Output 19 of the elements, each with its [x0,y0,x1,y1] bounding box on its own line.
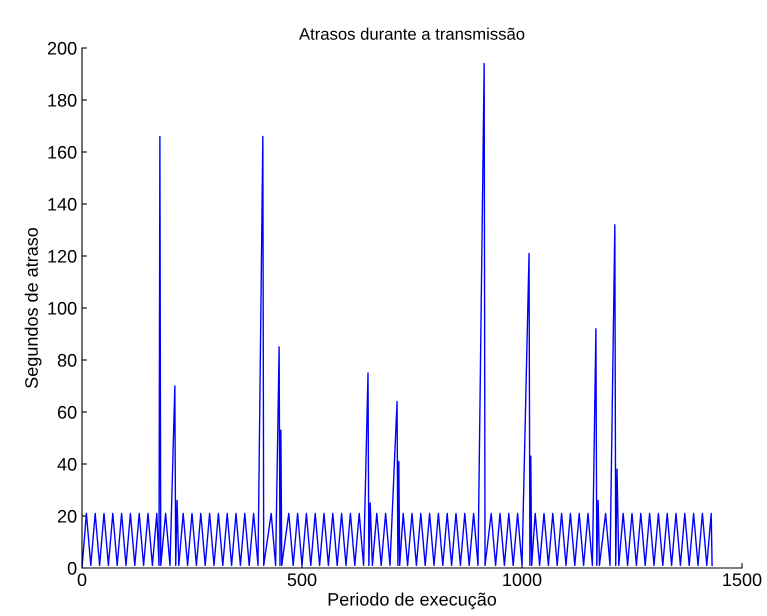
y-tick-label: 140 [48,198,76,211]
y-tick-label: 40 [57,458,76,471]
x-axis-title: Periodo de execução [328,592,496,610]
chart-title: Atrasos durante a transmissão [299,28,524,40]
y-tick-label: 100 [48,302,76,315]
x-tick-label: 1500 [723,573,762,586]
y-tick-label: 20 [58,510,76,523]
y-axis-title: Segundos de atraso [24,228,42,388]
y-tick-label: 200 [48,42,76,55]
y-tick-label: 80 [58,354,76,367]
y-tick-label: 160 [48,146,76,159]
y-tick-label: 180 [48,94,76,107]
y-tick-label: 120 [48,250,76,263]
line-series [82,62,713,568]
x-tick-label: 1000 [503,573,542,586]
x-tick-label: 0 [78,573,86,586]
y-tick-label: 0 [68,562,76,575]
x-tick-label: 500 [288,573,316,586]
y-tick-label: 60 [58,406,76,419]
